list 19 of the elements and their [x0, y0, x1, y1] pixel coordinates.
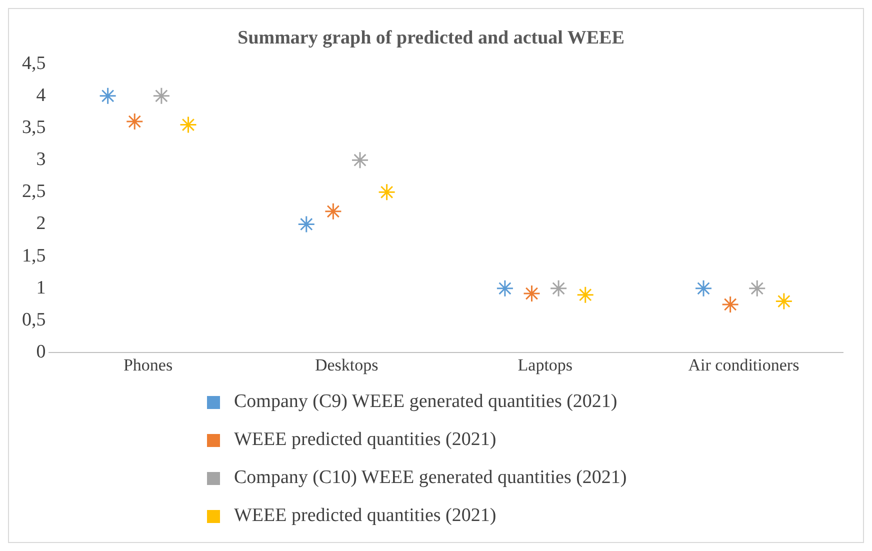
y-tick-label: 0	[36, 342, 46, 363]
x-tick-label: Air conditioners	[688, 355, 800, 374]
y-tick-label: 0,5	[22, 309, 46, 330]
y-tick-label: 2	[36, 213, 46, 234]
legend-label: WEEE predicted quantities (2021)	[234, 429, 496, 451]
x-tick-label: Phones	[123, 355, 173, 374]
y-tick-label: 1	[36, 277, 46, 298]
y-tick-label: 3	[36, 149, 46, 170]
chart-title: Summary graph of predicted and actual WEEE	[238, 27, 624, 48]
x-tick-label: Laptops	[518, 355, 573, 374]
y-tick-label: 2,5	[22, 181, 46, 202]
legend-label: Company (C9) WEEE generated quantities (2021)	[234, 391, 618, 413]
y-tick-label: 3,5	[22, 116, 46, 138]
y-tick-label: 1,5	[22, 245, 46, 266]
legend-label: WEEE predicted quantities (2021)	[234, 505, 496, 527]
y-tick-label: 4	[36, 84, 46, 106]
x-tick-label: Desktops	[314, 355, 378, 374]
y-tick-label: 4,5	[22, 52, 46, 74]
legend-label: Company (C10) WEEE generated quantities (2021)	[234, 467, 627, 489]
